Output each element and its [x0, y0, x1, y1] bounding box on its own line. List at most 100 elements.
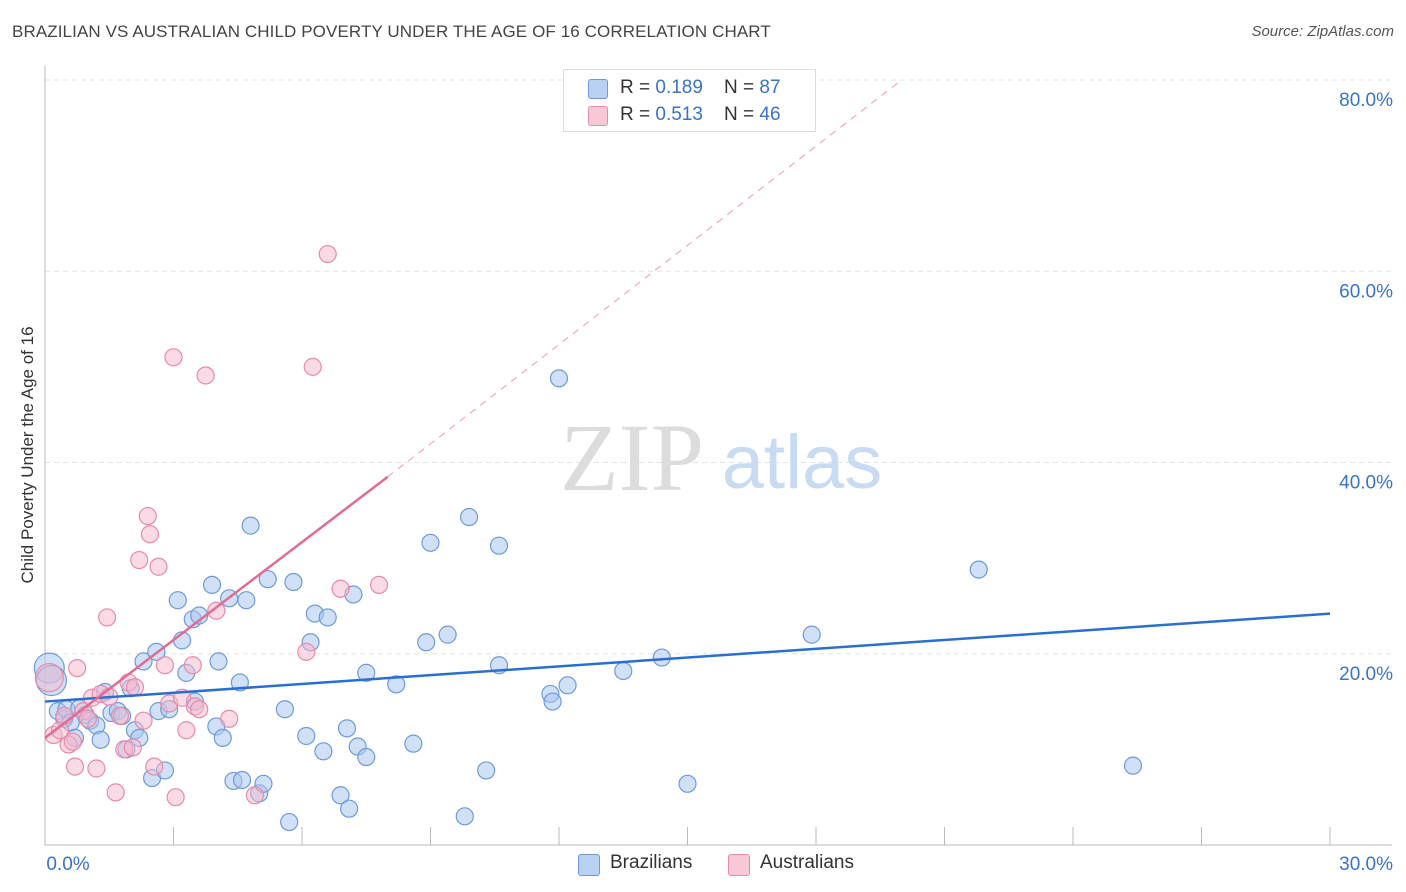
brazilian-point — [614, 661, 633, 681]
brazilian-point — [558, 676, 577, 695]
legend-brazilians-label: Brazilians — [610, 852, 693, 873]
australian-point — [65, 757, 85, 776]
trend-lines — [44, 79, 1331, 739]
australian-point — [110, 706, 130, 726]
australian-point — [68, 658, 87, 678]
brazilian-point — [969, 560, 988, 579]
brazilians-trend-line — [44, 612, 1331, 703]
australian-point — [106, 783, 125, 802]
brazilian-point — [331, 786, 350, 805]
brazilian-point — [438, 625, 457, 644]
australian-point — [78, 709, 97, 728]
australian-point — [331, 579, 350, 598]
australian-point — [87, 759, 106, 778]
australian-point — [196, 366, 215, 385]
brazilian-point — [340, 799, 359, 818]
australian-point — [370, 575, 389, 595]
brazilian-point — [1123, 756, 1143, 775]
legend-swatch-pink — [728, 854, 750, 876]
legend-n-label: N = — [724, 77, 760, 98]
brazilian-point — [168, 591, 187, 610]
australian-point — [98, 608, 117, 627]
legend-swatch-blue — [578, 854, 600, 876]
australian-point — [245, 786, 264, 805]
legend-swatch-pink — [588, 106, 608, 126]
brazilian-point — [232, 770, 252, 790]
legend-n-label: N = — [724, 104, 760, 125]
brazilian-point — [284, 572, 303, 592]
australian-point — [318, 244, 337, 264]
y-tick-label: 60.0% — [1339, 281, 1393, 302]
australian-point — [134, 711, 153, 730]
australian-point — [125, 678, 145, 697]
australians-points — [34, 244, 389, 807]
brazilian-point — [275, 700, 294, 719]
brazilian-point — [202, 575, 222, 595]
australian-point — [220, 709, 239, 728]
australians-trend-extension — [387, 79, 903, 478]
x-tick-label: 30.0% — [1339, 854, 1393, 875]
legend-r-value: 0.513 — [655, 104, 703, 125]
y-tick-label: 20.0% — [1339, 664, 1393, 685]
tick-labels: 20.0% 40.0% 60.0% 80.0% 0.0% 30.0% — [46, 90, 1393, 875]
y-tick-label: 40.0% — [1339, 473, 1393, 494]
brazilian-point — [459, 507, 479, 527]
australian-point — [34, 663, 64, 693]
brazilian-point — [213, 728, 232, 748]
australian-point — [130, 550, 149, 570]
australian-point — [123, 738, 142, 757]
brazilians-points — [33, 369, 1143, 832]
brazilian-point — [91, 730, 110, 749]
brazilian-point — [357, 747, 376, 767]
australian-point — [303, 357, 322, 376]
watermark-atlas: atlas — [722, 420, 883, 505]
brazilian-point — [652, 648, 671, 667]
brazilian-point — [258, 570, 277, 589]
brazilian-point — [297, 726, 316, 746]
brazilian-point — [678, 774, 697, 793]
australian-point — [177, 721, 196, 740]
brazilian-point — [337, 719, 357, 738]
x-tick-label: 0.0% — [46, 854, 89, 875]
brazilian-point — [802, 625, 821, 644]
brazilian-point — [477, 761, 496, 780]
source-credit: Source: ZipAtlas.com — [1251, 23, 1394, 40]
brazilian-point — [280, 812, 299, 832]
legend-n-value: 46 — [759, 104, 781, 125]
brazilian-point — [489, 536, 509, 555]
australian-point — [149, 557, 168, 576]
brazilian-point — [357, 663, 376, 682]
brazilian-point — [318, 608, 337, 627]
australian-point — [190, 700, 209, 719]
gridlines — [45, 79, 1392, 655]
brazilian-point — [387, 675, 406, 694]
australian-point — [145, 757, 164, 776]
australian-point — [183, 656, 202, 675]
brazilian-point — [549, 369, 569, 388]
australian-point — [164, 348, 183, 367]
brazilian-point — [314, 742, 333, 761]
australian-point — [297, 642, 316, 661]
legend-n-value: 87 — [759, 77, 781, 98]
brazilian-point — [241, 516, 260, 535]
y-tick-label: 80.0% — [1339, 90, 1393, 111]
watermark-zip: ZIP — [560, 404, 704, 511]
brazilian-point — [543, 692, 562, 711]
australian-point — [140, 525, 160, 544]
brazilian-point — [417, 633, 436, 652]
brazilian-point — [209, 652, 228, 671]
legend-r-value: 0.189 — [655, 77, 703, 98]
legend-australians-label: Australians — [760, 852, 854, 873]
correlation-legend: R = 0.189 N = 87 R = 0.513 N = 46 — [563, 69, 816, 132]
australian-point — [63, 732, 82, 751]
legend-r-label: R = — [620, 77, 656, 98]
australian-point — [166, 788, 185, 807]
brazilian-point — [404, 734, 423, 753]
chart-title: BRAZILIAN VS AUSTRALIAN CHILD POVERTY UN… — [12, 22, 771, 41]
brazilian-point — [455, 807, 474, 826]
axes — [44, 66, 1392, 846]
legend-swatch-blue — [588, 79, 608, 99]
brazilian-point — [421, 533, 440, 552]
australian-point — [155, 656, 175, 675]
